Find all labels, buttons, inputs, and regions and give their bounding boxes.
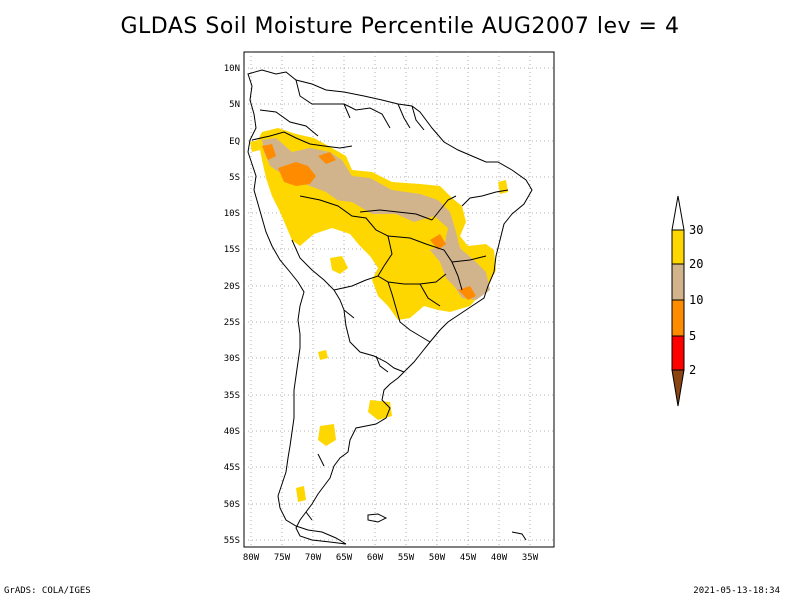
lat-label-25s: 25S (224, 318, 240, 328)
latitude-axis: 10N 5N EQ 5S 10S 15S 20S 25S 30S 35S 40S… (224, 64, 240, 546)
colorbar-5-10 (671, 299, 685, 337)
lat-label-20s: 20S (224, 282, 240, 292)
lat-label-5s: 5S (229, 173, 240, 183)
colorbar-20-30 (671, 229, 685, 265)
lat-label-eq: EQ (229, 137, 240, 147)
lon-label-45w: 45W (460, 553, 477, 563)
lat-label-30s: 30S (224, 354, 240, 364)
lon-label-55w: 55W (398, 553, 415, 563)
lat-label-10n: 10N (224, 64, 240, 74)
grid-lines (244, 52, 554, 547)
colorbar-labels: 30 20 10 5 2 (689, 223, 703, 377)
footer-timestamp: 2021-05-13-18:34 (693, 586, 780, 596)
coastlines (247, 69, 533, 545)
soil-moisture-shading (250, 128, 508, 502)
colorbar-10-20 (671, 263, 685, 301)
lat-label-55s: 55S (224, 536, 240, 546)
lon-label-35w: 35W (522, 553, 539, 563)
colorbar-label-10: 10 (689, 293, 703, 307)
lat-label-5n: 5N (229, 100, 240, 110)
lon-label-50w: 50W (429, 553, 446, 563)
lon-label-75w: 75W (274, 553, 291, 563)
lat-label-15s: 15S (224, 245, 240, 255)
colorbar-label-2: 2 (689, 363, 696, 377)
lat-label-45s: 45S (224, 463, 240, 473)
map-title: GLDAS Soil Moisture Percentile AUG2007 l… (120, 14, 680, 39)
colorbar-below-2 (671, 369, 685, 407)
plot-frame (243, 51, 555, 548)
lat-label-35s: 35S (224, 391, 240, 401)
colorbar-label-20: 20 (689, 257, 703, 271)
lon-label-40w: 40W (491, 553, 508, 563)
colorbar-label-5: 5 (689, 329, 696, 343)
lat-label-40s: 40S (224, 427, 240, 437)
colorbar (671, 195, 685, 407)
longitude-axis: 80W 75W 70W 65W 60W 55W 50W 45W 40W 35W (243, 553, 539, 563)
colorbar-above-30 (671, 195, 685, 231)
lon-label-80w: 80W (243, 553, 260, 563)
colorbar-label-30: 30 (689, 223, 703, 237)
lat-label-50s: 50S (224, 500, 240, 510)
lat-label-10s: 10S (224, 209, 240, 219)
lon-label-70w: 70W (305, 553, 322, 563)
footer-credit: GrADS: COLA/IGES (4, 586, 91, 596)
colorbar-2-5 (671, 335, 685, 371)
lon-label-60w: 60W (367, 553, 384, 563)
lon-label-65w: 65W (336, 553, 353, 563)
